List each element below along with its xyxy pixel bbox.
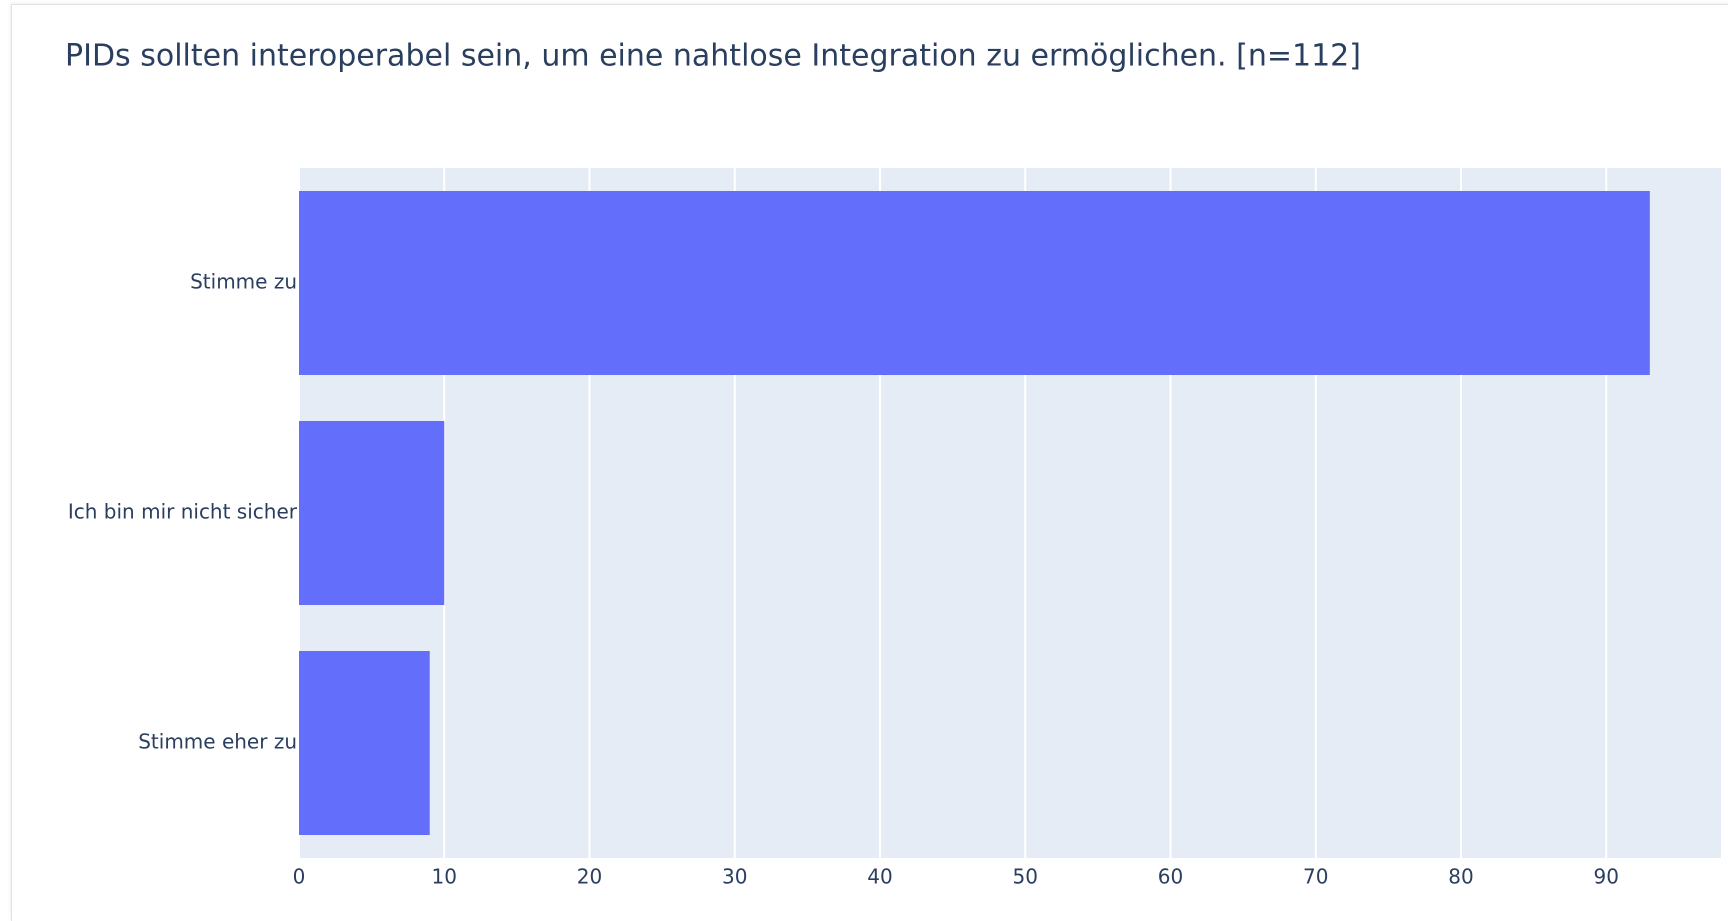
x-tick-label: 10 [432,865,457,889]
y-tick-label: Stimme eher zu [138,730,297,754]
x-tick-label: 70 [1303,865,1328,889]
x-tick-label: 50 [1013,865,1038,889]
y-tick-label: Ich bin mir nicht sicher [68,500,298,524]
x-tick-label: 60 [1158,865,1183,889]
x-tick-label: 40 [867,865,892,889]
x-tick-label: 80 [1448,865,1473,889]
y-tick-label: Stimme zu [190,270,297,294]
bar [299,651,430,835]
bar [299,191,1650,375]
bar [299,421,445,605]
chart-title: PIDs sollten interoperabel sein, um eine… [65,39,1361,74]
x-tick-label: 30 [722,865,747,889]
x-tick-label: 0 [293,865,306,889]
x-tick-label: 20 [577,865,602,889]
x-tick-label: 90 [1594,865,1619,889]
